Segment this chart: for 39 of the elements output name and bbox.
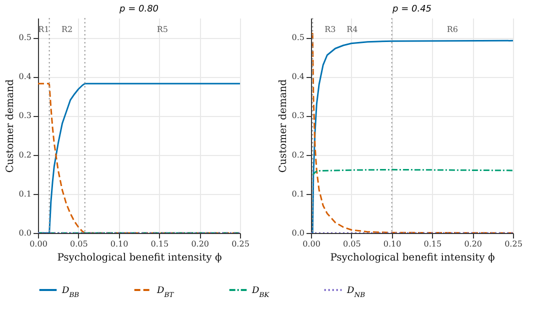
- legend-label: D$_{BB}$: [61, 286, 80, 299]
- y-tick-label: 0.4: [292, 72, 304, 82]
- y-tick-label: 0.2: [292, 150, 304, 160]
- chart-title: p = 0.45: [391, 4, 432, 14]
- chart-title: p = 0.80: [118, 4, 159, 14]
- x-tick-label: 0.20: [191, 240, 210, 248]
- x-tick-label: 0.05: [70, 240, 88, 248]
- y-tick-label: 0.5: [18, 33, 32, 42]
- y-tick-label: 0.0: [18, 228, 32, 238]
- annotation: R6: [446, 25, 458, 34]
- legend-label: D$_{BT}$: [156, 286, 174, 299]
- annotation: R4: [346, 25, 358, 34]
- x-tick-label: 0.25: [232, 240, 250, 248]
- x-tick-label: 0.00: [30, 240, 48, 248]
- y-tick-label: 0.1: [18, 189, 32, 198]
- legend-label: D$_{BK}$: [251, 286, 270, 299]
- x-tick-label: 0.15: [424, 240, 442, 248]
- x-tick-label: 0.20: [464, 240, 482, 248]
- x-axis-title: Psychological benefit intensity ϕ: [330, 252, 495, 264]
- y-axis-title: Customer demand: [4, 78, 16, 173]
- legend-label: D$_{NB}$: [346, 286, 366, 299]
- y-tick-label: 0.4: [18, 72, 32, 82]
- x-tick-label: 0.00: [302, 240, 320, 248]
- y-tick-label: 0.0: [292, 228, 304, 238]
- x-tick-label: 0.15: [150, 240, 169, 248]
- y-tick-label: 0.3: [18, 111, 32, 120]
- y-tick-label: 0.3: [292, 111, 304, 120]
- y-axis-title: Customer demand: [278, 78, 289, 173]
- annotation: R3: [324, 25, 336, 34]
- y-tick-label: 0.1: [292, 189, 304, 198]
- y-tick-label: 0.5: [292, 33, 304, 42]
- y-tick-label: 0.2: [18, 150, 32, 160]
- x-tick-label: 0.10: [383, 240, 402, 248]
- x-tick-label: 0.25: [504, 240, 522, 248]
- x-tick-label: 0.05: [342, 240, 361, 248]
- x-axis-title: Psychological benefit intensity ϕ: [57, 252, 222, 264]
- x-tick-label: 0.10: [110, 240, 128, 248]
- annotation: R2: [62, 25, 73, 34]
- annotation: R5: [156, 25, 168, 34]
